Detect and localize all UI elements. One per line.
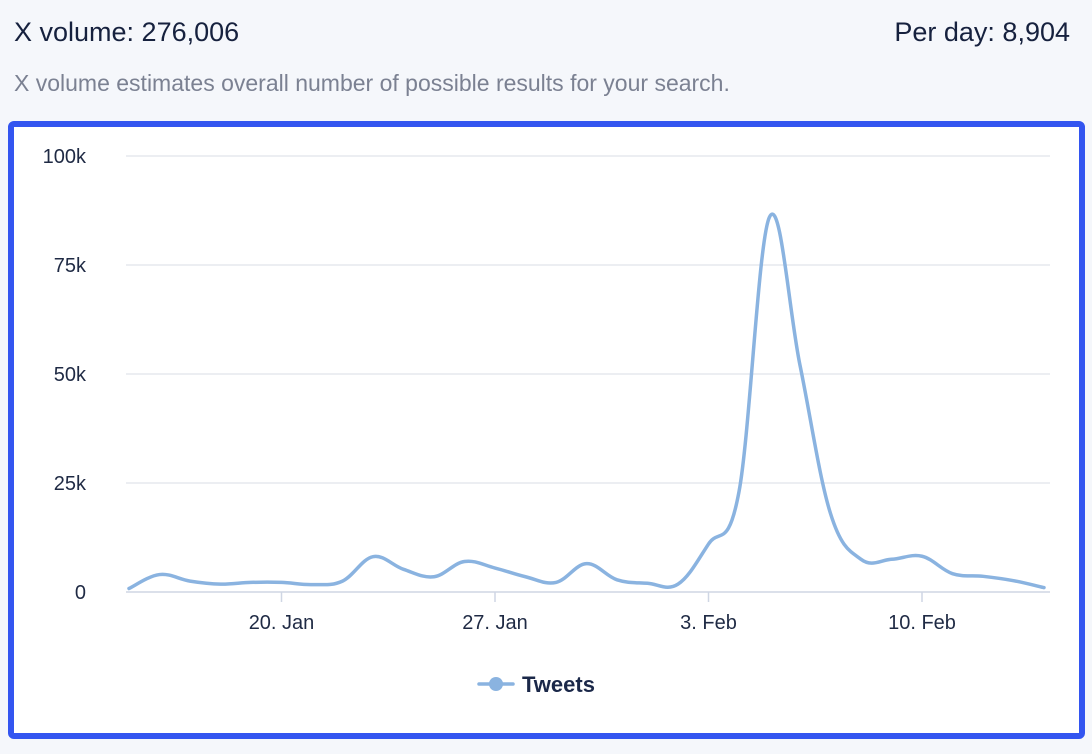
y-tick-label: 100k [43,146,87,168]
x-axis: 20. Jan 27. Jan 3. Feb 10. Feb [249,592,956,634]
series [127,212,1046,591]
x-tick-label: 3. Feb [680,612,737,634]
x-tick-label: 27. Jan [462,612,528,634]
volume-per-day: Per day: 8,904 [894,16,1070,47]
volume-total: X volume: 276,006 [14,16,240,47]
y-axis: 0 25k 50k 75k 100k [43,146,87,604]
y-tick-label: 0 [75,582,86,604]
y-tick-label: 75k [54,255,87,277]
chart-card: 0 25k 50k 75k 100k 20. Jan 27. Jan 3. Feb 10. F… [8,121,1085,739]
y-tick-label: 25k [54,473,87,495]
stats-row: X volume: 276,006 Per day: 8,904 [14,12,1070,52]
y-tick-label: 50k [54,364,87,386]
series-line-tweets[interactable] [127,212,1046,591]
legend-series-marker [489,677,503,691]
volume-description: X volume estimates overall number of pos… [14,70,730,96]
legend[interactable]: Tweets [477,672,595,697]
x-tick-label: 20. Jan [249,612,315,634]
legend-label-tweets[interactable]: Tweets [522,672,595,697]
x-tick-label: 10. Feb [888,612,956,634]
grid [126,155,1050,593]
tweets-line-chart: 0 25k 50k 75k 100k 20. Jan 27. Jan 3. Feb 10. F… [43,146,1050,697]
